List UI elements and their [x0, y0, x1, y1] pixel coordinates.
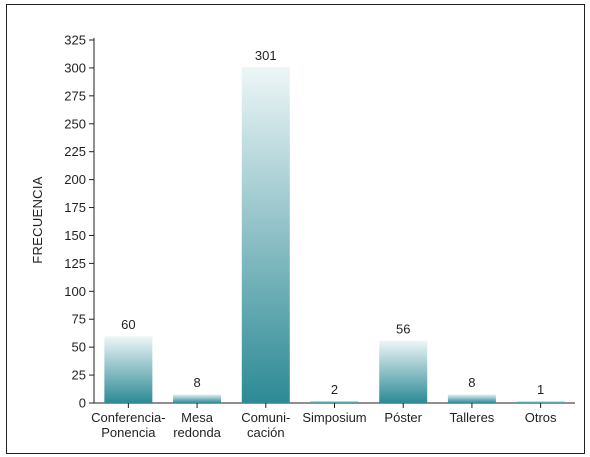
- data-label: 60: [121, 317, 135, 332]
- bar: [173, 394, 222, 403]
- bars: [104, 66, 565, 403]
- y-tick-label: 25: [72, 368, 86, 383]
- x-tick-label: Ponencia: [101, 425, 156, 440]
- axes: [93, 38, 575, 404]
- bar: [447, 394, 496, 403]
- x-tick-label: Comuni-: [241, 410, 290, 425]
- y-tick-label: 75: [72, 312, 86, 327]
- data-label: 1: [537, 382, 544, 397]
- y-tick-label: 150: [64, 228, 86, 243]
- bar: [104, 335, 153, 403]
- y-tick-label: 250: [64, 116, 86, 131]
- y-tick-label: 100: [64, 284, 86, 299]
- y-ticks: 0 25 50 75 100 125 150 175 200 225 250 275 300 325: [64, 33, 94, 411]
- x-tick-label: Simposium: [302, 410, 366, 425]
- data-label: 8: [468, 375, 475, 390]
- x-tick-label: Conferencia-: [91, 410, 165, 425]
- y-tick-label: 175: [64, 200, 86, 215]
- bar: [379, 340, 428, 403]
- chart-frame: [6, 4, 585, 454]
- y-tick-label: 125: [64, 256, 86, 271]
- y-tick-label: 200: [64, 172, 86, 187]
- bar: [241, 66, 290, 403]
- data-labels: 60 8 301 2 56 8 1: [121, 48, 544, 397]
- x-tick-label: Talleres: [450, 410, 495, 425]
- x-tick-label: redonda: [173, 425, 221, 440]
- x-tick-label: cación: [247, 425, 285, 440]
- x-tick-label: Póster: [384, 410, 422, 425]
- y-tick-label: 325: [64, 33, 86, 48]
- x-tick-label: Otros: [525, 410, 557, 425]
- y-tick-label: 225: [64, 144, 86, 159]
- bar: [310, 400, 359, 403]
- y-axis-title-group: FRECUENCIA: [30, 176, 45, 264]
- y-tick-label: 275: [64, 88, 86, 103]
- data-label: 301: [255, 48, 277, 63]
- y-tick-label: 50: [72, 340, 86, 355]
- data-label: 56: [396, 321, 410, 336]
- data-label: 8: [193, 375, 200, 390]
- bar: [516, 401, 565, 403]
- x-tick-label: Mesa: [181, 410, 214, 425]
- y-axis-title: FRECUENCIA: [30, 176, 45, 264]
- data-label: 2: [331, 382, 338, 397]
- y-tick-label: 0: [79, 396, 86, 411]
- y-tick-label: 300: [64, 60, 86, 75]
